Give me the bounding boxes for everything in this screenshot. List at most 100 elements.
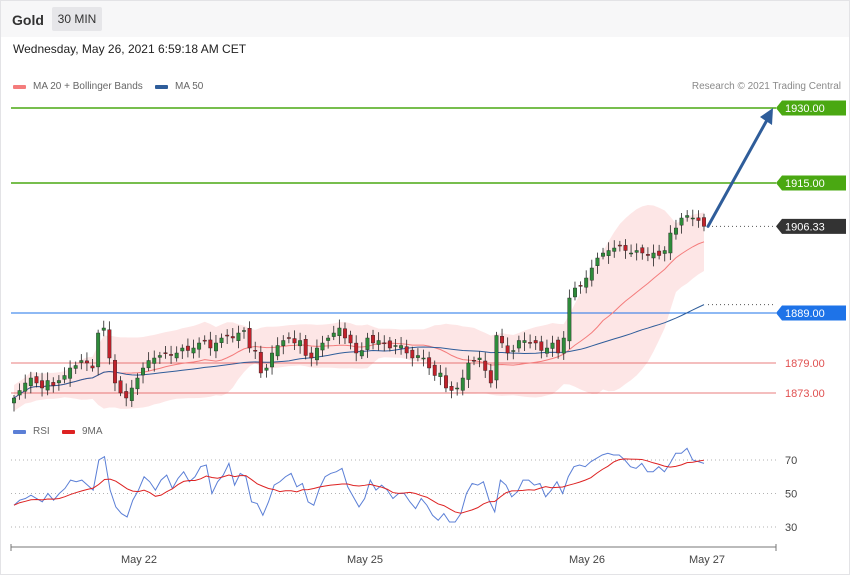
candle-body — [404, 346, 409, 354]
candle-body — [668, 232, 673, 254]
candle-body — [40, 380, 44, 389]
candle-body — [640, 247, 645, 254]
level-label-1889.00: 1889.00 — [785, 308, 825, 320]
candle-body — [337, 327, 342, 337]
legend-rsi: RSI — [13, 426, 50, 437]
rsi-tick-30: 30 — [785, 522, 797, 534]
copyright-text: Research © 2021 Trading Central — [691, 81, 841, 92]
candle-body — [208, 339, 213, 349]
candle-body — [472, 360, 476, 362]
candle-body — [320, 342, 325, 351]
candle-body — [645, 254, 650, 256]
chart-header-bar: Gold 30 MIN — [0, 0, 850, 37]
candle-body — [242, 330, 246, 332]
candle-body — [62, 375, 67, 380]
candle-body — [101, 327, 106, 331]
candle-body — [214, 342, 218, 352]
candle-body — [107, 329, 112, 359]
candle-body — [578, 285, 583, 287]
projection-arrowhead — [760, 108, 773, 125]
candle-body — [595, 257, 600, 266]
x-tick-label: May 27 — [689, 554, 725, 566]
candle-body — [129, 387, 134, 401]
candle-body — [191, 347, 196, 354]
candle-body — [286, 337, 291, 339]
instrument-symbol: Gold — [12, 12, 44, 28]
candle-body — [118, 380, 123, 394]
candle-body — [533, 340, 538, 344]
candle-body — [275, 345, 280, 357]
level-label-1930.00: 1930.00 — [785, 103, 825, 115]
candle-body — [90, 365, 95, 369]
legend-ma50-label: MA 50 — [175, 81, 204, 92]
candle-body — [68, 367, 73, 379]
candle-body — [488, 370, 493, 384]
level-label-1915.00: 1915.00 — [785, 178, 825, 190]
legend-ma50: MA 50 — [155, 81, 203, 92]
level-tag-resistance — [776, 175, 846, 191]
candle-body — [629, 252, 634, 255]
candle-body — [326, 337, 331, 341]
candle-body — [84, 360, 89, 364]
candle-body — [427, 357, 432, 369]
rsi-tick-70: 70 — [785, 455, 797, 467]
level-label-1879.00: 1879.00 — [785, 358, 825, 370]
candle-body — [135, 377, 140, 390]
ma20-swatch — [13, 84, 26, 89]
bollinger-band — [14, 205, 704, 411]
level-tag-pivot — [776, 305, 846, 321]
candle-body — [73, 365, 78, 369]
x-tick-label: May 22 — [121, 554, 157, 566]
candle-body — [371, 335, 375, 344]
candle-body — [253, 350, 258, 352]
candle-body — [432, 364, 437, 376]
candle-body — [270, 352, 274, 368]
candle-body — [539, 341, 544, 351]
candle-body — [494, 335, 499, 381]
candle-body — [146, 360, 151, 369]
candle-body — [550, 342, 555, 349]
legend-rsi-label: RSI — [33, 426, 50, 437]
candle-body — [455, 387, 460, 390]
candle-body — [247, 328, 252, 349]
candle-body — [561, 337, 566, 354]
candle-body — [169, 354, 174, 356]
candle-body — [657, 250, 662, 256]
level-label-1873.00: 1873.00 — [785, 388, 825, 400]
candle-body — [348, 334, 353, 344]
candle-body — [124, 391, 129, 399]
x-tick-label: May 25 — [347, 554, 383, 566]
candle-body — [314, 347, 319, 361]
candle-body — [567, 297, 572, 342]
rsi-ma9-line — [13, 458, 705, 514]
candle-body — [331, 332, 336, 337]
ma9-swatch — [62, 429, 75, 434]
candle-body — [477, 357, 482, 360]
candle-body — [28, 377, 33, 386]
candle-body — [685, 215, 690, 218]
candle-body — [303, 339, 308, 356]
x-tick-label: May 26 — [569, 554, 605, 566]
candle-body — [556, 339, 561, 354]
candle-body — [382, 342, 387, 345]
candle-body — [421, 357, 426, 360]
candle-body — [236, 332, 241, 341]
candle-body — [219, 337, 224, 343]
timeframe-button[interactable]: 30 MIN — [52, 7, 102, 31]
candle-body — [460, 377, 465, 391]
candle-body — [292, 338, 297, 344]
candle-body — [511, 350, 516, 352]
candle-body — [354, 342, 359, 354]
candle-body — [202, 339, 207, 342]
candle-body — [79, 360, 84, 363]
candle-body — [23, 382, 28, 392]
candle-body — [606, 250, 611, 256]
candle-body — [410, 349, 415, 359]
candle-body — [584, 277, 589, 288]
candle-body — [516, 340, 521, 349]
legend-ma9: 9MA — [62, 426, 103, 437]
candle-body — [185, 345, 190, 351]
candle-body — [466, 362, 471, 380]
candle-body — [343, 328, 347, 339]
